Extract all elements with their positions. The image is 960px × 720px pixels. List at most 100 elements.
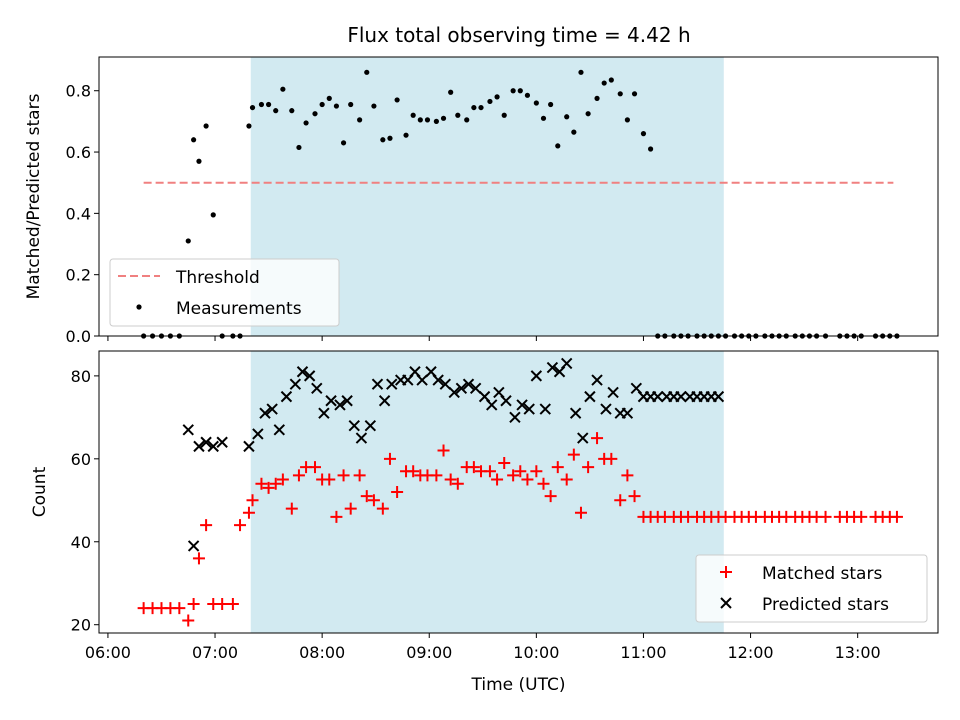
matched-stars-point	[483, 465, 496, 478]
predicted-stars-point	[500, 395, 512, 407]
predicted-stars-point	[486, 399, 498, 411]
predicted-stars-point	[455, 382, 468, 395]
top-panel: 0.00.20.40.60.8 Matched/Predicted stars …	[24, 56, 939, 346]
predicted-stars-point	[546, 361, 559, 374]
measurement-point	[501, 112, 507, 118]
matched-stars-point	[200, 519, 213, 532]
matched-stars-point	[567, 448, 580, 461]
measurement-point	[340, 140, 347, 146]
matched-stars-point	[187, 597, 200, 610]
matched-stars-legend-label: Matched stars	[762, 564, 882, 584]
measurement-point	[601, 80, 607, 86]
measurement-point	[289, 108, 295, 114]
matched-stars-point	[444, 473, 457, 486]
matched-stars-point	[353, 469, 366, 482]
measurement-point	[455, 112, 461, 118]
predicted-stars-point	[273, 424, 286, 436]
bottom-x-tick-label: 08:00	[299, 643, 345, 662]
bottom-legend: Matched stars Predicted stars	[695, 554, 928, 623]
bottom-x-ticks: 06:00 07:00 08:00 09:00 10:00 11:00 12:00 13:00	[85, 633, 881, 662]
matched-stars-point	[330, 510, 343, 523]
predicted-stars-point	[259, 407, 271, 419]
predicted-stars-point	[182, 424, 194, 436]
matched-stars-point	[216, 597, 229, 610]
predicted-stars-point	[296, 366, 309, 378]
bottom-panel: 20 40 60 80 06:00 07:00 08:00 09:00 10:00 11:00 1…	[30, 350, 939, 695]
matched-stars-point	[337, 469, 350, 482]
matched-stars-point	[383, 452, 396, 465]
predicted-stars-point	[600, 403, 612, 415]
predicted-stars-point	[675, 390, 687, 403]
measurement-point	[273, 108, 279, 114]
matched-stars-point	[467, 461, 480, 474]
measurement-point	[417, 117, 423, 123]
matched-stars-point	[391, 486, 404, 498]
matched-stars-point	[285, 502, 298, 515]
matched-stars-point	[376, 502, 389, 515]
measurement-point	[185, 238, 191, 244]
measurement-point	[585, 111, 591, 117]
measurement-point	[203, 123, 209, 129]
measurement-point	[258, 101, 265, 108]
measurement-point	[608, 77, 614, 83]
bottom-y-tick-label: 60	[71, 450, 91, 469]
measurement-point	[448, 89, 454, 95]
bottom-x-tick-label: 07:00	[192, 643, 238, 662]
predicted-stars-point	[584, 390, 596, 403]
matched-stars-point	[451, 477, 464, 490]
measurement-point	[410, 112, 416, 118]
matched-stars-point	[173, 602, 186, 615]
measurement-point	[564, 114, 570, 120]
matched-stars-point	[491, 473, 504, 486]
measurement-point	[196, 158, 202, 164]
matched-stars-point	[308, 461, 321, 474]
predicted-stars-point	[539, 403, 551, 415]
bottom-y-axis-label: Count	[30, 466, 50, 517]
matched-stars-point	[628, 490, 641, 503]
matched-stars-point	[182, 614, 195, 627]
predicted-stars-series	[182, 357, 725, 552]
predicted-stars-point	[439, 378, 452, 390]
measurement-point	[319, 101, 325, 108]
matched-stars-point	[276, 473, 289, 486]
measurement-point	[524, 92, 531, 98]
matched-stars-point	[582, 461, 595, 474]
predicted-stars-point	[243, 440, 255, 453]
matched-stars-point	[819, 510, 832, 523]
predicted-stars-point	[712, 390, 725, 403]
matched-stars-point	[292, 469, 305, 482]
measurement-point	[540, 115, 547, 121]
predicted-stars-point	[289, 378, 302, 390]
measurement-point	[296, 144, 302, 151]
bottom-legend-box	[695, 554, 928, 623]
predicted-stars-point	[448, 386, 460, 399]
measurement-point	[548, 101, 554, 108]
matched-stars-point	[560, 473, 573, 486]
measurement-point	[265, 101, 272, 108]
chart-title: Flux total observing time = 4.42 h	[347, 23, 690, 47]
matched-stars-point	[537, 477, 550, 490]
bottom-y-ticks: 20 40 60 80	[71, 367, 99, 635]
measurements-series	[141, 69, 900, 339]
predicted-stars-point	[334, 399, 346, 411]
measurement-point	[533, 100, 539, 106]
measurement-point	[348, 101, 354, 108]
bottom-x-tick-label: 09:00	[406, 643, 452, 662]
predicted-stars-point	[200, 436, 212, 448]
predicted-stars-point	[280, 390, 293, 403]
matched-stars-point	[890, 510, 903, 523]
top-y-tick-label: 0.8	[66, 82, 91, 101]
predicted-stars-point	[187, 540, 200, 552]
top-y-tick-label: 0.4	[66, 204, 91, 223]
predicted-stars-point	[303, 370, 316, 382]
measurement-point	[440, 115, 447, 121]
predicted-stars-point	[577, 432, 589, 444]
measurement-point	[424, 117, 431, 123]
predicted-stars-point	[652, 390, 664, 403]
measurement-point	[555, 143, 561, 149]
predicted-stars-point	[325, 395, 337, 407]
top-y-tick-label: 0.2	[66, 266, 91, 285]
measurement-point	[494, 94, 500, 100]
matched-stars-point	[430, 469, 443, 482]
